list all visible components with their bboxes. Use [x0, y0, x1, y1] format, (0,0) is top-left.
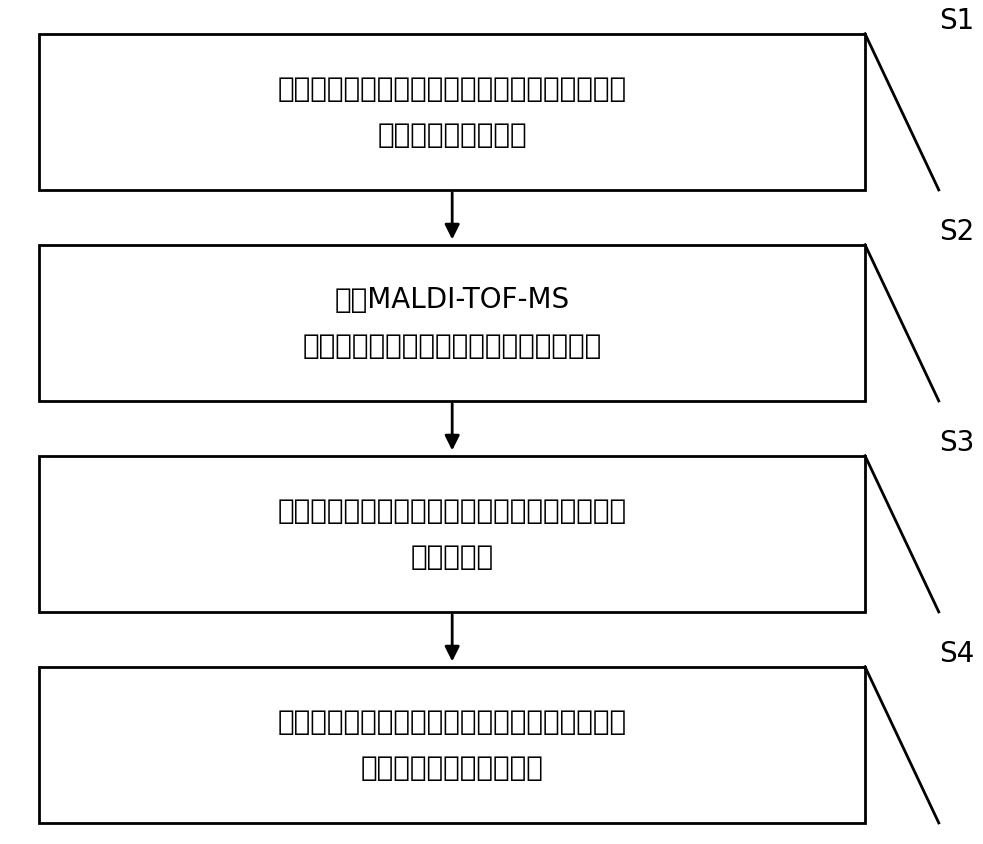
Bar — [39, 34, 865, 190]
Bar — [39, 245, 865, 401]
Text: 应用所述神经网络分类器对待测样本集中的样本
进行分类，得出鉴定结果: 应用所述神经网络分类器对待测样本集中的样本 进行分类，得出鉴定结果 — [277, 708, 627, 782]
Text: S4: S4 — [939, 640, 974, 668]
Text: 应用MALDI-TOF-MS
对所述样本集进行测定，得到对应质谱图: 应用MALDI-TOF-MS 对所述样本集进行测定，得到对应质谱图 — [303, 286, 602, 360]
Text: 制备样本集，所述样本集包括训练样本集、检验
样本集和待测样本集: 制备样本集，所述样本集包括训练样本集、检验 样本集和待测样本集 — [277, 75, 627, 149]
Text: S3: S3 — [939, 429, 974, 457]
Text: 基于训练样本集和检验样本集的质谱图建立神经
网络分类器: 基于训练样本集和检验样本集的质谱图建立神经 网络分类器 — [277, 497, 627, 571]
Text: S2: S2 — [939, 218, 974, 246]
Bar — [39, 667, 865, 823]
Bar — [39, 456, 865, 612]
Text: S1: S1 — [939, 7, 974, 35]
